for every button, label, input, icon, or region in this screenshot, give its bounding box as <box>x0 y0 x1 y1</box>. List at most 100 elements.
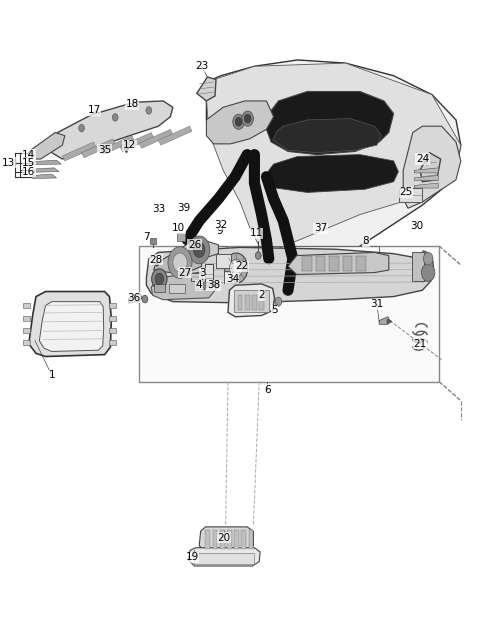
Text: 20: 20 <box>217 533 230 543</box>
Text: 28: 28 <box>149 255 163 265</box>
Bar <box>329 256 339 271</box>
Polygon shape <box>129 294 142 303</box>
Bar <box>139 246 439 382</box>
Polygon shape <box>206 101 274 144</box>
Polygon shape <box>39 302 104 351</box>
Circle shape <box>112 114 118 121</box>
Bar <box>205 264 213 282</box>
Circle shape <box>155 273 164 285</box>
Bar <box>216 254 231 268</box>
Circle shape <box>423 252 433 265</box>
Bar <box>196 283 204 289</box>
Bar <box>234 290 269 312</box>
Text: 3: 3 <box>199 268 206 278</box>
Bar <box>191 273 202 281</box>
Text: 35: 35 <box>98 144 111 155</box>
Polygon shape <box>206 60 461 287</box>
Polygon shape <box>62 142 96 161</box>
Polygon shape <box>268 155 398 192</box>
Text: 30: 30 <box>410 221 423 231</box>
Bar <box>343 256 352 271</box>
Circle shape <box>168 247 192 278</box>
Circle shape <box>146 107 152 114</box>
Polygon shape <box>206 63 461 252</box>
Bar <box>109 328 116 333</box>
Polygon shape <box>379 317 390 324</box>
Text: 31: 31 <box>370 299 384 309</box>
Text: 10: 10 <box>172 223 185 233</box>
Bar <box>109 316 116 321</box>
Text: 37: 37 <box>314 223 327 233</box>
Bar <box>23 328 30 333</box>
Bar <box>245 295 250 310</box>
Bar <box>177 233 185 241</box>
Polygon shape <box>151 271 216 300</box>
Polygon shape <box>288 252 389 274</box>
Polygon shape <box>228 284 275 317</box>
Polygon shape <box>82 139 115 158</box>
Polygon shape <box>29 292 111 357</box>
Text: 19: 19 <box>185 552 199 562</box>
Text: 7: 7 <box>143 232 150 242</box>
Bar <box>205 530 210 549</box>
Bar <box>109 303 116 308</box>
Bar <box>412 252 424 281</box>
Polygon shape <box>101 136 134 155</box>
Bar <box>238 295 242 310</box>
Circle shape <box>244 114 251 123</box>
Circle shape <box>233 114 244 129</box>
Text: 16: 16 <box>22 167 36 177</box>
Text: 22: 22 <box>235 261 248 271</box>
Text: 27: 27 <box>179 268 192 278</box>
Polygon shape <box>146 247 432 303</box>
Polygon shape <box>33 168 59 172</box>
Bar <box>249 530 253 549</box>
Text: 26: 26 <box>188 240 201 250</box>
Bar <box>302 256 312 271</box>
Bar <box>316 256 325 271</box>
Bar <box>234 530 239 549</box>
Bar <box>252 295 257 310</box>
Circle shape <box>229 259 243 277</box>
Circle shape <box>255 252 261 259</box>
Text: 1: 1 <box>48 370 55 380</box>
Text: 18: 18 <box>125 99 139 109</box>
Text: 32: 32 <box>214 220 228 230</box>
Text: 24: 24 <box>416 154 429 164</box>
Polygon shape <box>414 168 438 173</box>
Polygon shape <box>50 101 173 159</box>
Polygon shape <box>154 252 202 273</box>
Polygon shape <box>29 133 65 159</box>
Text: 17: 17 <box>87 105 101 115</box>
Polygon shape <box>273 119 382 153</box>
Bar <box>224 271 234 283</box>
Circle shape <box>209 282 214 288</box>
Bar <box>356 256 366 271</box>
Bar <box>399 188 422 202</box>
Bar <box>187 246 227 281</box>
Circle shape <box>235 117 242 126</box>
Text: 36: 36 <box>127 293 140 303</box>
Text: 8: 8 <box>362 236 369 246</box>
Text: 25: 25 <box>399 187 413 198</box>
Bar <box>23 303 30 308</box>
Circle shape <box>275 297 282 306</box>
Bar <box>213 530 217 549</box>
Circle shape <box>225 253 248 283</box>
Polygon shape <box>33 174 57 179</box>
Circle shape <box>421 264 435 281</box>
Bar <box>23 316 30 321</box>
Circle shape <box>152 269 167 289</box>
Text: 11: 11 <box>250 228 263 239</box>
Text: 21: 21 <box>413 339 427 349</box>
Bar <box>23 340 30 345</box>
Polygon shape <box>414 183 438 188</box>
Circle shape <box>215 282 219 288</box>
Bar <box>254 246 379 281</box>
Circle shape <box>173 253 187 272</box>
Polygon shape <box>175 241 218 259</box>
Text: 34: 34 <box>226 274 239 284</box>
Text: 2: 2 <box>258 290 265 300</box>
Text: 38: 38 <box>207 280 220 290</box>
Polygon shape <box>414 175 438 180</box>
